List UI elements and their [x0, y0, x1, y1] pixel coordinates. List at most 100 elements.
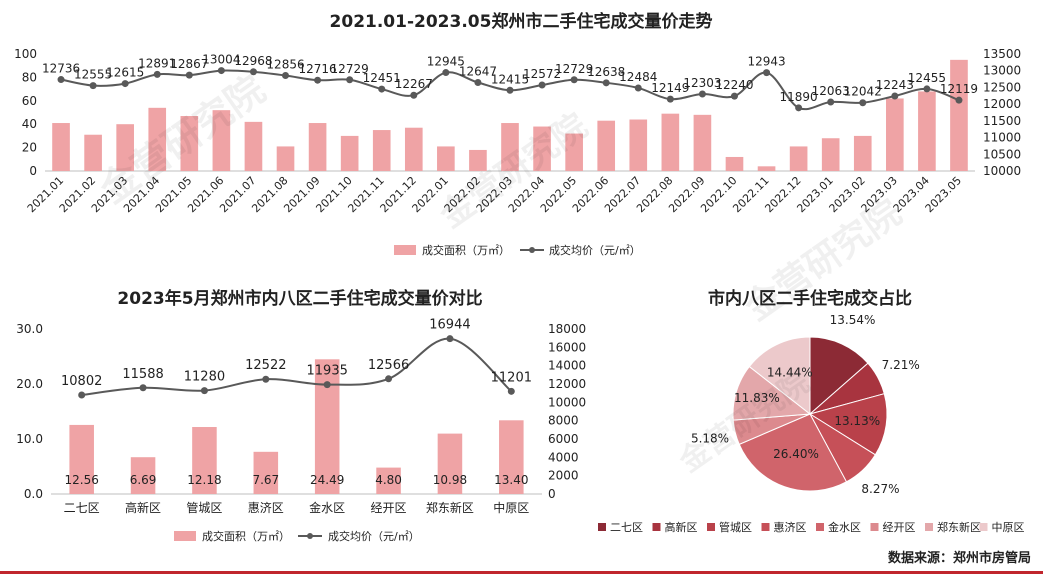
- trend-chart-title: 2021.01-2023.05郑州市二手住宅成交量价走势: [330, 11, 713, 32]
- trend-right-tick: 10000: [983, 164, 1021, 178]
- trend-bar: [533, 126, 551, 171]
- pie-legend-label: 郑东新区: [937, 520, 981, 534]
- district-price-point: [78, 391, 86, 399]
- district-area-label: 12.18: [187, 473, 221, 487]
- district-right-tick: 6000: [548, 432, 579, 446]
- trend-price-point: [249, 68, 257, 76]
- trend-left-tick: 60: [22, 94, 37, 108]
- trend-bar: [757, 166, 776, 171]
- trend-left-tick: 40: [22, 117, 37, 131]
- district-legend-bar-label: 成交面积（万㎡）: [202, 529, 290, 543]
- trend-price-label: 12243: [876, 78, 914, 92]
- pie-chart-title: 市内八区二手住宅成交占比: [708, 288, 912, 309]
- trend-price-label: 12729: [331, 62, 369, 76]
- district-price-point: [139, 384, 147, 392]
- district-price-label: 11588: [122, 367, 163, 382]
- trend-price-point: [859, 99, 867, 107]
- trend-price-point: [282, 72, 290, 80]
- district-area-label: 24.49: [310, 473, 344, 487]
- trend-price-label: 11890: [780, 90, 818, 104]
- district-bar: [69, 424, 94, 494]
- trend-price-point: [57, 76, 65, 84]
- trend-price-label: 12867: [170, 57, 208, 71]
- pie-slice: [808, 393, 888, 456]
- trend-price-point: [217, 67, 225, 75]
- district-legend-line-label: 成交均价（元/㎡）: [328, 529, 420, 543]
- district-price-point: [446, 335, 454, 343]
- trend-price-point: [602, 79, 610, 87]
- pie-legend-label: 二七区: [610, 521, 643, 534]
- trend-price-label: 12615: [106, 66, 144, 80]
- pie-legend-label: 金水区: [828, 520, 861, 534]
- pie-legend-label: 中原区: [992, 521, 1025, 534]
- pie-slice-label: 8.27%: [861, 482, 899, 496]
- trend-price-point: [474, 79, 482, 87]
- trend-price-label: 12063: [812, 84, 850, 98]
- district-price-point: [323, 381, 331, 389]
- bottom-accent-bar: [0, 571, 1043, 574]
- trend-price-point: [923, 85, 931, 93]
- trend-bar: [404, 127, 423, 171]
- district-left-tick: 20.0: [16, 377, 43, 391]
- pie-slice: [809, 336, 869, 416]
- district-legend-bar-swatch: [174, 531, 196, 541]
- district-right-tick: 4000: [548, 450, 579, 464]
- pie-slice-label: 11.83%: [734, 391, 780, 405]
- pie-legend-label: 经开区: [883, 521, 916, 534]
- trend-price-label: 12119: [940, 82, 978, 96]
- pie-slice-label: 26.40%: [773, 447, 819, 461]
- pie-legend-swatch: [761, 523, 770, 531]
- trend-bar: [148, 107, 167, 171]
- trend-price-point: [121, 80, 129, 88]
- trend-price-label: 12303: [683, 76, 721, 90]
- trend-price-label: 12729: [555, 62, 593, 76]
- trend-price-point: [666, 95, 674, 103]
- trend-right-tick: 11000: [983, 131, 1021, 145]
- trend-price-label: 12856: [266, 58, 304, 72]
- trend-legend-bar-label: 成交面积（万㎡）: [422, 243, 510, 257]
- trend-left-tick: 100: [14, 47, 37, 61]
- district-chart-title: 2023年5月郑州市内八区二手住宅成交量价对比: [117, 288, 482, 309]
- pie-legend-swatch: [707, 523, 715, 531]
- district-price-label: 12522: [245, 358, 286, 373]
- district-price-label: 11935: [307, 364, 348, 379]
- trend-price-point: [698, 90, 706, 98]
- trend-price-point: [153, 70, 161, 78]
- trend-right-tick: 13000: [983, 64, 1021, 78]
- trend-left-tick: 80: [22, 70, 37, 84]
- district-price-label: 11201: [491, 370, 532, 385]
- pie-slice-label: 13.13%: [834, 414, 880, 428]
- district-area-label: 6.69: [130, 473, 157, 487]
- trend-price-point: [506, 86, 514, 94]
- trend-price-point: [795, 104, 803, 112]
- trend-price-point: [891, 92, 899, 100]
- trend-price-label: 12572: [523, 67, 561, 81]
- trend-bar: [725, 156, 744, 171]
- district-price-point: [262, 375, 270, 383]
- district-left-tick: 30.0: [16, 322, 43, 336]
- trend-price-label: 13004: [202, 53, 240, 67]
- trend-bar: [629, 119, 648, 171]
- district-right-tick: 18000: [548, 322, 586, 336]
- trend-price-point: [89, 82, 97, 90]
- district-x-tick: 金水区: [309, 500, 345, 515]
- trend-right-tick: 11500: [983, 114, 1021, 128]
- pie-legend-swatch: [870, 523, 879, 531]
- trend-right-tick: 10500: [983, 147, 1021, 161]
- trend-bar: [501, 123, 519, 171]
- pie-legend-label: 惠济区: [774, 520, 807, 534]
- district-area-label: 12.56: [65, 473, 99, 487]
- district-price-label: 16944: [429, 318, 470, 333]
- trend-bar: [180, 116, 199, 171]
- trend-price-point: [730, 92, 738, 100]
- trend-price-label: 12647: [459, 65, 497, 79]
- trend-left-tick: 20: [22, 141, 37, 155]
- district-right-tick: 2000: [548, 469, 579, 483]
- trend-bar: [276, 146, 295, 171]
- district-x-tick: 二七区: [64, 501, 100, 515]
- source-label: 数据来源：郑州市房管局: [887, 551, 1031, 566]
- district-price-label: 11280: [184, 370, 225, 385]
- trend-bar: [84, 134, 102, 171]
- trend-price-point: [827, 98, 835, 106]
